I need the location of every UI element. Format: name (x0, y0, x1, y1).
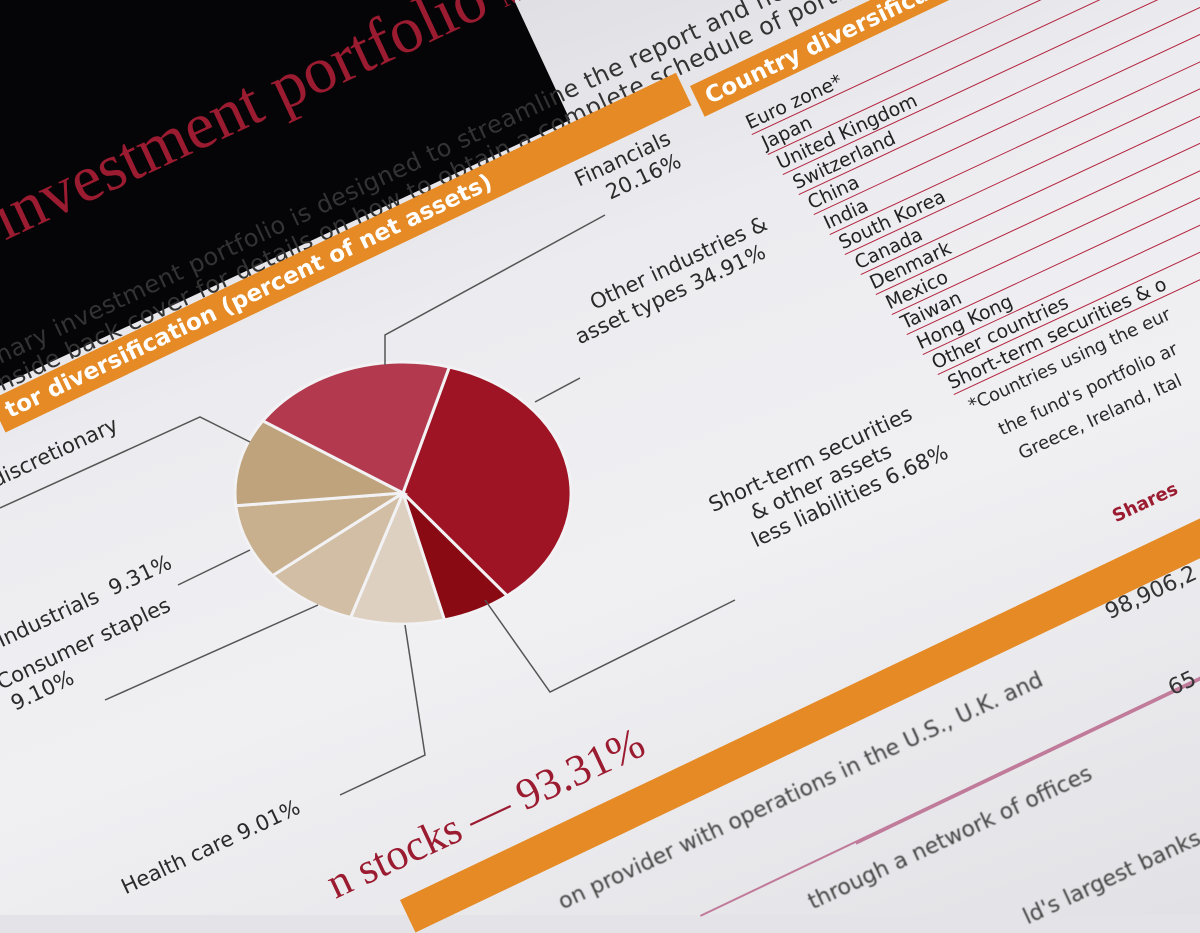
pie-slice (233, 418, 409, 508)
leader-financials (384, 214, 606, 365)
leader-health-care (339, 624, 426, 796)
leader-other (534, 377, 581, 403)
pie-slice (401, 365, 573, 598)
pie-slice (348, 488, 447, 626)
pie-slice (234, 491, 404, 578)
pie-slice (260, 360, 452, 496)
leader-consumer-staples (104, 604, 319, 701)
leader-short-term (484, 599, 736, 693)
pie-slice (270, 489, 407, 620)
leader-industrials (177, 549, 251, 586)
leader-discretionary (0, 416, 251, 509)
